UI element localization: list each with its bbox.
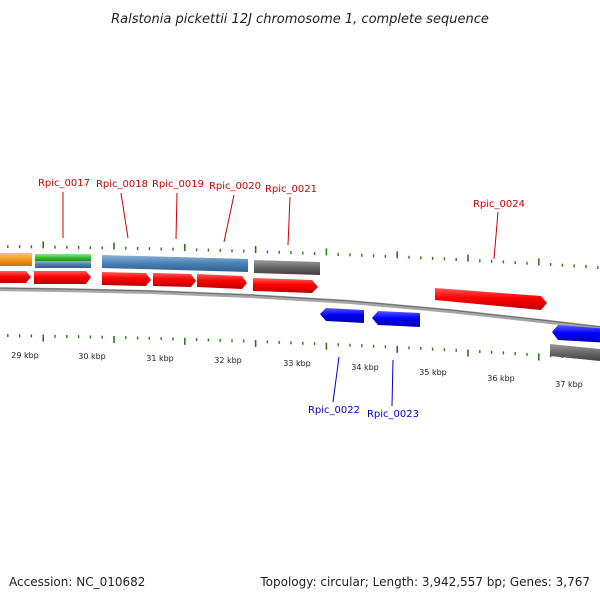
tick-label: 34 kbp [351,363,379,372]
label-leader-line [391,359,394,407]
reverse-cds-arrow [372,311,420,327]
label-leader-line [493,211,499,260]
outer-tick-ring [7,241,599,269]
tick-label: 36 kbp [487,374,515,383]
gene-label-rpic-0021[interactable]: Rpic_0021 [265,184,317,195]
feature-gray [254,260,320,275]
gene-label-group-reverse: Rpic_0022 Rpic_0023 [308,356,419,420]
gene-label-rpic-0023[interactable]: Rpic_0023 [367,409,419,420]
chromosome-backbone [0,287,600,330]
tick-label: 33 kbp [283,359,311,368]
gene-label-rpic-0017[interactable]: Rpic_0017 [38,178,90,189]
gene-label-rpic-0018[interactable]: Rpic_0018 [96,179,148,190]
reverse-cds-arrow [320,308,364,323]
gene-label-rpic-0022[interactable]: Rpic_0022 [308,405,360,416]
feature-gray-right [550,344,600,361]
label-leader-line [287,196,291,246]
forward-cds-arrow [0,271,31,283]
map-title: Ralstonia pickettii 12J chromosome 1, co… [111,12,489,27]
accession-text: Accession: NC_010682 [9,575,146,589]
reverse-cds-arrow [552,325,600,343]
genome-stats-text: Topology: circular; Length: 3,942,557 bp… [260,575,590,589]
feature-green [35,254,91,261]
label-leader-line [332,356,340,403]
forward-cds-arrow [153,273,196,287]
chromosome-backbone-edge [0,287,600,328]
forward-cds-arrow [435,288,547,310]
gene-label-group: Rpic_0017 Rpic_0018 Rpic_0019 Rpic_0020 … [38,178,525,260]
tick-label: 31 kbp [146,354,174,363]
feature-steel-small [35,261,91,268]
forward-cds-arrow [253,278,318,293]
label-leader-line [223,194,235,243]
label-leader-line [120,192,129,239]
forward-cds-arrow [102,272,151,286]
gene-label-rpic-0024[interactable]: Rpic_0024 [473,199,525,210]
label-leader-line [175,192,178,240]
gene-label-rpic-0019[interactable]: Rpic_0019 [152,179,204,190]
tick-label: 37 kbp [555,380,583,389]
feature-steel-long [102,255,248,272]
feature-orange [0,253,32,266]
tick-label: 30 kbp [78,352,106,361]
gene-label-rpic-0020[interactable]: Rpic_0020 [209,181,261,192]
tick-label: 35 kbp [419,368,447,377]
forward-cds-arrow [197,274,247,289]
tick-label: 29 kbp [11,351,39,360]
forward-cds-arrow [34,271,91,284]
tick-label: 32 kbp [214,356,242,365]
